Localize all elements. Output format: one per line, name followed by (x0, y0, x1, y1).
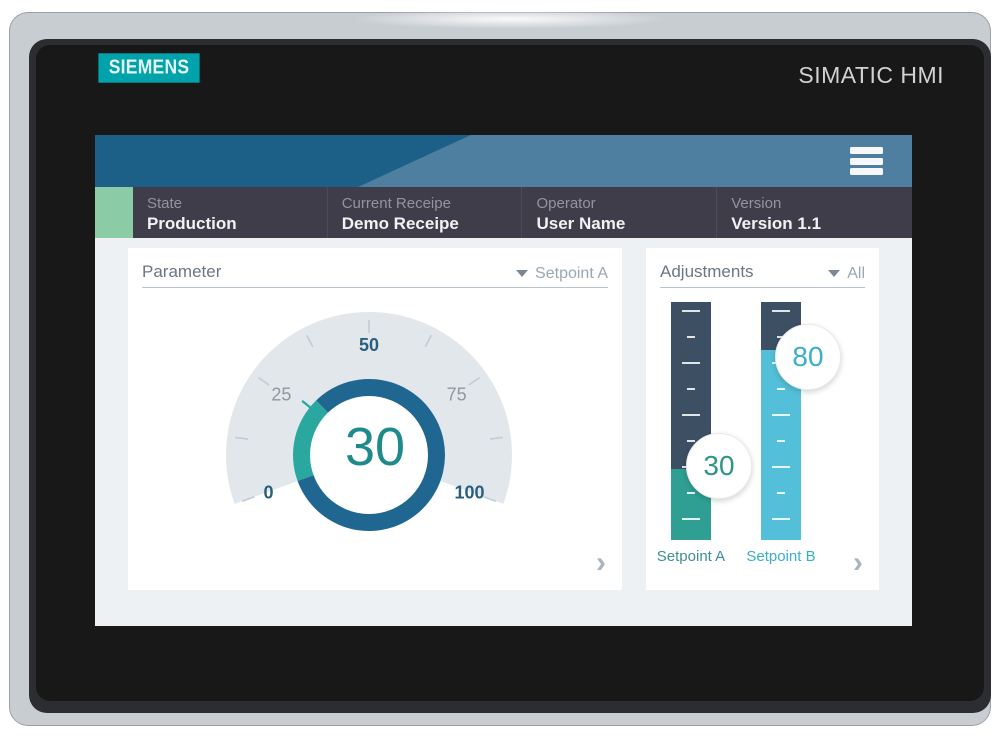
svg-text:75: 75 (447, 385, 467, 405)
svg-text:50: 50 (359, 335, 379, 355)
svg-text:100: 100 (454, 483, 484, 503)
svg-text:25: 25 (271, 385, 291, 405)
svg-text:0: 0 (263, 483, 273, 503)
